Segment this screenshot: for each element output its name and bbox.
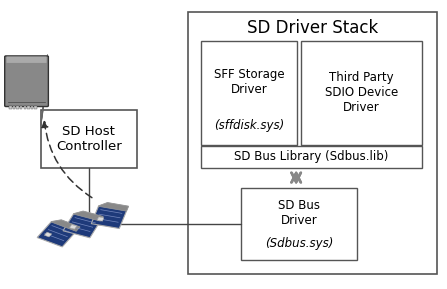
Polygon shape xyxy=(97,217,104,221)
Text: SD Bus Library (Sdbus.lib): SD Bus Library (Sdbus.lib) xyxy=(234,150,389,163)
Bar xyxy=(41,110,137,168)
Bar xyxy=(301,41,422,144)
Polygon shape xyxy=(91,203,128,229)
Bar xyxy=(241,188,357,260)
Bar xyxy=(17,106,19,109)
Polygon shape xyxy=(44,232,52,237)
FancyBboxPatch shape xyxy=(7,56,46,63)
Bar xyxy=(24,106,26,109)
Polygon shape xyxy=(63,211,103,238)
Bar xyxy=(31,106,33,109)
Text: SD Host
Controller: SD Host Controller xyxy=(56,125,122,153)
Bar xyxy=(34,106,37,109)
Bar xyxy=(13,106,15,109)
Text: (Sdbus.sys): (Sdbus.sys) xyxy=(265,237,333,250)
Polygon shape xyxy=(73,211,103,221)
FancyBboxPatch shape xyxy=(5,56,48,107)
Text: SD Driver Stack: SD Driver Stack xyxy=(247,19,378,37)
Bar xyxy=(27,106,30,109)
Text: (sffdisk.sys): (sffdisk.sys) xyxy=(214,119,284,132)
Bar xyxy=(9,106,12,109)
Polygon shape xyxy=(51,220,80,231)
Bar xyxy=(20,106,22,109)
Text: SD Bus
Driver: SD Bus Driver xyxy=(278,199,320,227)
Polygon shape xyxy=(98,203,128,211)
Text: SFF Storage
Driver: SFF Storage Driver xyxy=(214,68,284,96)
Polygon shape xyxy=(37,220,80,247)
Polygon shape xyxy=(70,225,76,229)
Bar xyxy=(201,41,297,144)
Bar xyxy=(188,12,438,274)
Text: Third Party
SDIO Device
Driver: Third Party SDIO Device Driver xyxy=(325,71,398,114)
Bar xyxy=(201,146,422,168)
